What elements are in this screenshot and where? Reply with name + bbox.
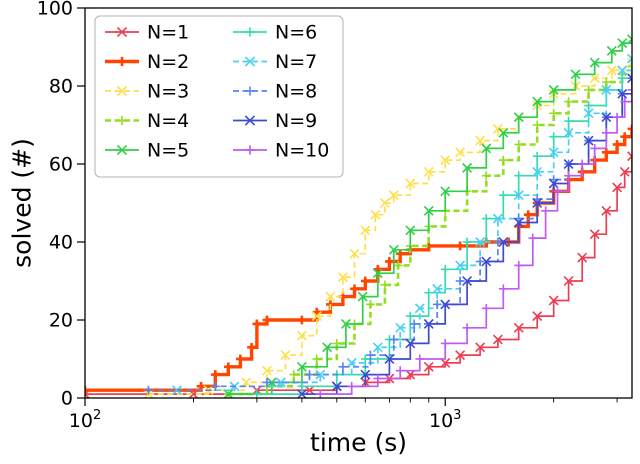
legend-marker-N=1 [116, 26, 128, 38]
y-tick-label: 100 [37, 0, 73, 20]
series-markers-N=9 [296, 73, 632, 398]
x-tick-label: 102 [69, 408, 101, 432]
y-tick-label: 60 [49, 154, 73, 176]
legend-label-N=7: N=7 [275, 51, 317, 73]
legend-label-N=6: N=6 [275, 22, 317, 44]
x-tick-label: 103 [429, 408, 461, 432]
legend-label-N=8: N=8 [275, 81, 317, 103]
legend-label-N=3: N=3 [147, 81, 189, 103]
legend-label-N=1: N=1 [147, 22, 189, 44]
series-markers-N=10 [315, 85, 632, 398]
legend-label-N=9: N=9 [275, 110, 317, 132]
legend-label-N=5: N=5 [147, 140, 189, 162]
y-axis-label: solved (#) [7, 138, 37, 268]
y-tick-label: 40 [49, 232, 73, 254]
legend-marker-N=2 [117, 56, 127, 67]
legend-marker-N=4 [117, 115, 127, 126]
legend-marker-N=6 [245, 27, 255, 37]
legend-label-N=2: N=2 [147, 51, 189, 73]
legend-marker-N=10 [245, 145, 255, 155]
series-line-N=5 [228, 39, 632, 395]
legend-marker-N=3 [116, 85, 128, 97]
y-tick-label: 0 [61, 388, 73, 410]
series-markers-N=5 [223, 34, 632, 398]
y-tick-label: 80 [49, 76, 73, 98]
y-tick-label: 20 [49, 310, 73, 332]
plot-frame [84, 7, 633, 399]
series-line-N=9 [301, 78, 632, 395]
series-line-N=10 [320, 89, 632, 395]
x-axis-label: time (s) [310, 428, 407, 457]
legend-box [94, 15, 344, 178]
legend-label-N=4: N=4 [147, 110, 189, 132]
legend: N=1 N=2 N=3 N=4 N=5 N=6 N=7 N=8 N=9 N=10 [94, 15, 344, 178]
legend-marker-N=9 [244, 115, 256, 126]
legend-marker-N=5 [116, 144, 128, 156]
series-markers-N=7 [171, 53, 632, 396]
series-markers-N=6 [252, 66, 632, 398]
legend-label-N=10: N=10 [275, 140, 329, 162]
legend-marker-N=8 [245, 86, 255, 96]
legend-marker-N=7 [244, 56, 256, 67]
